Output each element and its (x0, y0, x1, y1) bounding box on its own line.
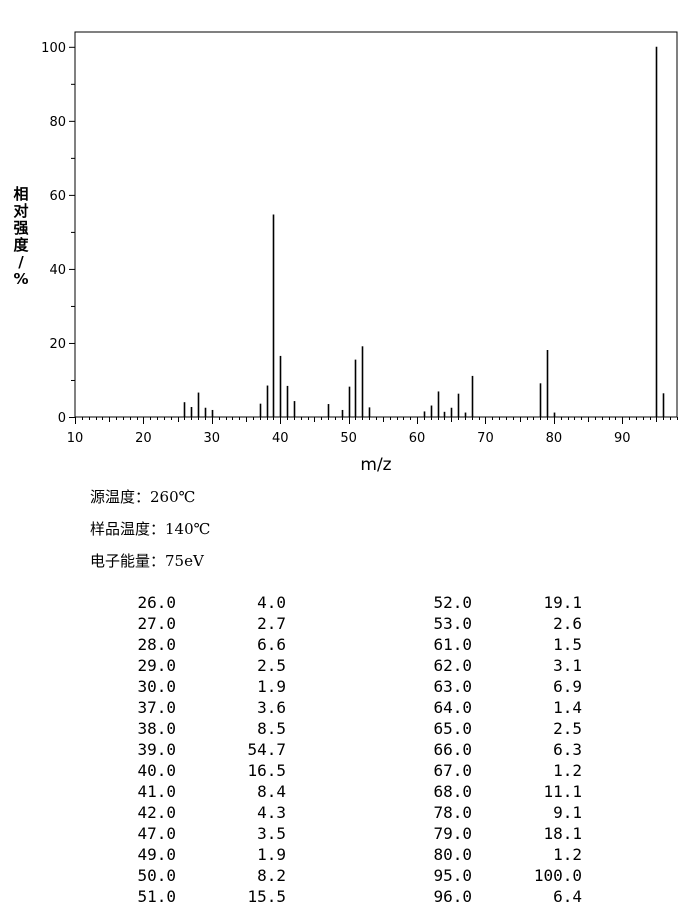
x-tick-label: 20 (135, 431, 152, 446)
table-cell: 9.1 (553, 803, 582, 822)
y-tick-label: 100 (41, 41, 66, 56)
x-tick-label: 80 (546, 431, 563, 446)
table-cell: 62.0 (433, 656, 472, 675)
table-cell: 40.0 (137, 761, 176, 780)
table-cell: 2.7 (257, 614, 286, 633)
table-cell: 6.9 (553, 677, 582, 696)
table-cell: 1.9 (257, 845, 286, 864)
table-cell: 63.0 (433, 677, 472, 696)
sample-temperature: 样品温度：140℃ (90, 520, 211, 538)
table-cell: 3.5 (257, 824, 286, 843)
table-cell: 64.0 (433, 698, 472, 717)
table-cell: 67.0 (433, 761, 472, 780)
y-axis-label-char: % (13, 270, 28, 288)
y-axis-label-char: 强 (13, 219, 28, 237)
table-cell: 80.0 (433, 845, 472, 864)
intensity-column-right: 19.1 2.6 1.5 3.1 6.9 1.4 2.5 6.3 1.2 11.1 9.1 18.1 1… (502, 592, 582, 907)
x-tick-label: 60 (409, 431, 426, 446)
table-cell: 8.4 (257, 782, 286, 801)
table-cell: 61.0 (433, 635, 472, 654)
x-axis: 10 20 30 40 50 60 70 80 90 (67, 417, 678, 446)
table-cell: 6.4 (553, 887, 582, 906)
table-cell: 8.5 (257, 719, 286, 738)
y-tick-label: 60 (49, 189, 66, 204)
table-cell: 38.0 (137, 719, 176, 738)
x-tick-label: 10 (67, 431, 84, 446)
mz-column-right: 52.0 53.0 61.0 62.0 63.0 64.0 65.0 66.0 67.0 68.0… (402, 592, 472, 907)
y-tick-label: 40 (49, 263, 66, 278)
x-tick-label: 90 (614, 431, 631, 446)
table-cell: 3.6 (257, 698, 286, 717)
x-axis-label: m/z (360, 455, 391, 475)
table-cell: 50.0 (137, 866, 176, 885)
y-tick-label: 20 (49, 337, 66, 352)
table-cell: 2.6 (553, 614, 582, 633)
table-cell: 19.1 (543, 593, 582, 612)
table-cell: 26.0 (137, 593, 176, 612)
table-cell: 53.0 (433, 614, 472, 633)
table-cell: 30.0 (137, 677, 176, 696)
table-cell: 1.2 (553, 845, 582, 864)
mass-spectrum-chart: 0 20 40 60 80 100 10 20 30 40 50 60 70 80 90 m/z 相对强度… (13, 31, 678, 475)
table-cell: 15.5 (247, 887, 286, 906)
table-cell: 3.1 (553, 656, 582, 675)
table-cell: 11.1 (543, 782, 582, 801)
table-cell: 27.0 (137, 614, 176, 633)
table-cell: 6.6 (257, 635, 286, 654)
intensity-column-left: 4.0 2.7 6.6 2.5 1.9 3.6 8.5 54.7 16.5 8.4 4.3 3.5 1.… (206, 592, 286, 907)
table-cell: 1.9 (257, 677, 286, 696)
y-axis-label-char: 相 (13, 185, 28, 203)
table-cell: 51.0 (137, 887, 176, 906)
table-cell: 49.0 (137, 845, 176, 864)
table-cell: 66.0 (433, 740, 472, 759)
x-tick-label: 50 (340, 431, 357, 446)
x-tick-label: 70 (477, 431, 494, 446)
table-cell: 54.7 (247, 740, 286, 759)
table-cell: 4.0 (257, 593, 286, 612)
y-tick-label: 80 (49, 115, 66, 130)
x-tick-label: 40 (272, 431, 289, 446)
plot-border (74, 31, 678, 418)
table-cell: 68.0 (433, 782, 472, 801)
table-cell: 29.0 (137, 656, 176, 675)
table-cell: 95.0 (433, 866, 472, 885)
table-cell: 78.0 (433, 803, 472, 822)
table-cell: 39.0 (137, 740, 176, 759)
source-temperature: 源温度：260℃ (90, 488, 196, 506)
y-axis-label-char: / (18, 253, 24, 271)
x-tick-label: 30 (204, 431, 221, 446)
table-cell: 8.2 (257, 866, 286, 885)
table-cell: 79.0 (433, 824, 472, 843)
table-cell: 41.0 (137, 782, 176, 801)
table-cell: 18.1 (543, 824, 582, 843)
table-cell: 1.4 (553, 698, 582, 717)
table-cell: 2.5 (257, 656, 286, 675)
table-cell: 6.3 (553, 740, 582, 759)
y-axis: 0 20 40 60 80 100 (41, 41, 75, 426)
spectrum-peaks (183, 46, 665, 417)
table-cell: 16.5 (247, 761, 286, 780)
plot-frame (74, 31, 678, 418)
table-cell: 42.0 (137, 803, 176, 822)
table-cell: 1.2 (553, 761, 582, 780)
table-cell: 4.3 (257, 803, 286, 822)
table-cell: 1.5 (553, 635, 582, 654)
table-cell: 47.0 (137, 824, 176, 843)
y-axis-label-char: 度 (13, 236, 29, 254)
table-cell: 2.5 (553, 719, 582, 738)
table-cell: 96.0 (433, 887, 472, 906)
mz-column-left: 26.0 27.0 28.0 29.0 30.0 37.0 38.0 39.0 40.0 41.0… (106, 592, 176, 907)
electron-energy: 电子能量：75eV (90, 552, 204, 570)
y-tick-label: 0 (58, 411, 66, 426)
table-cell: 65.0 (433, 719, 472, 738)
table-cell: 100.0 (533, 866, 582, 885)
table-cell: 28.0 (137, 635, 176, 654)
y-axis-label-char: 对 (13, 202, 28, 220)
table-cell: 37.0 (137, 698, 176, 717)
table-cell: 52.0 (433, 593, 472, 612)
